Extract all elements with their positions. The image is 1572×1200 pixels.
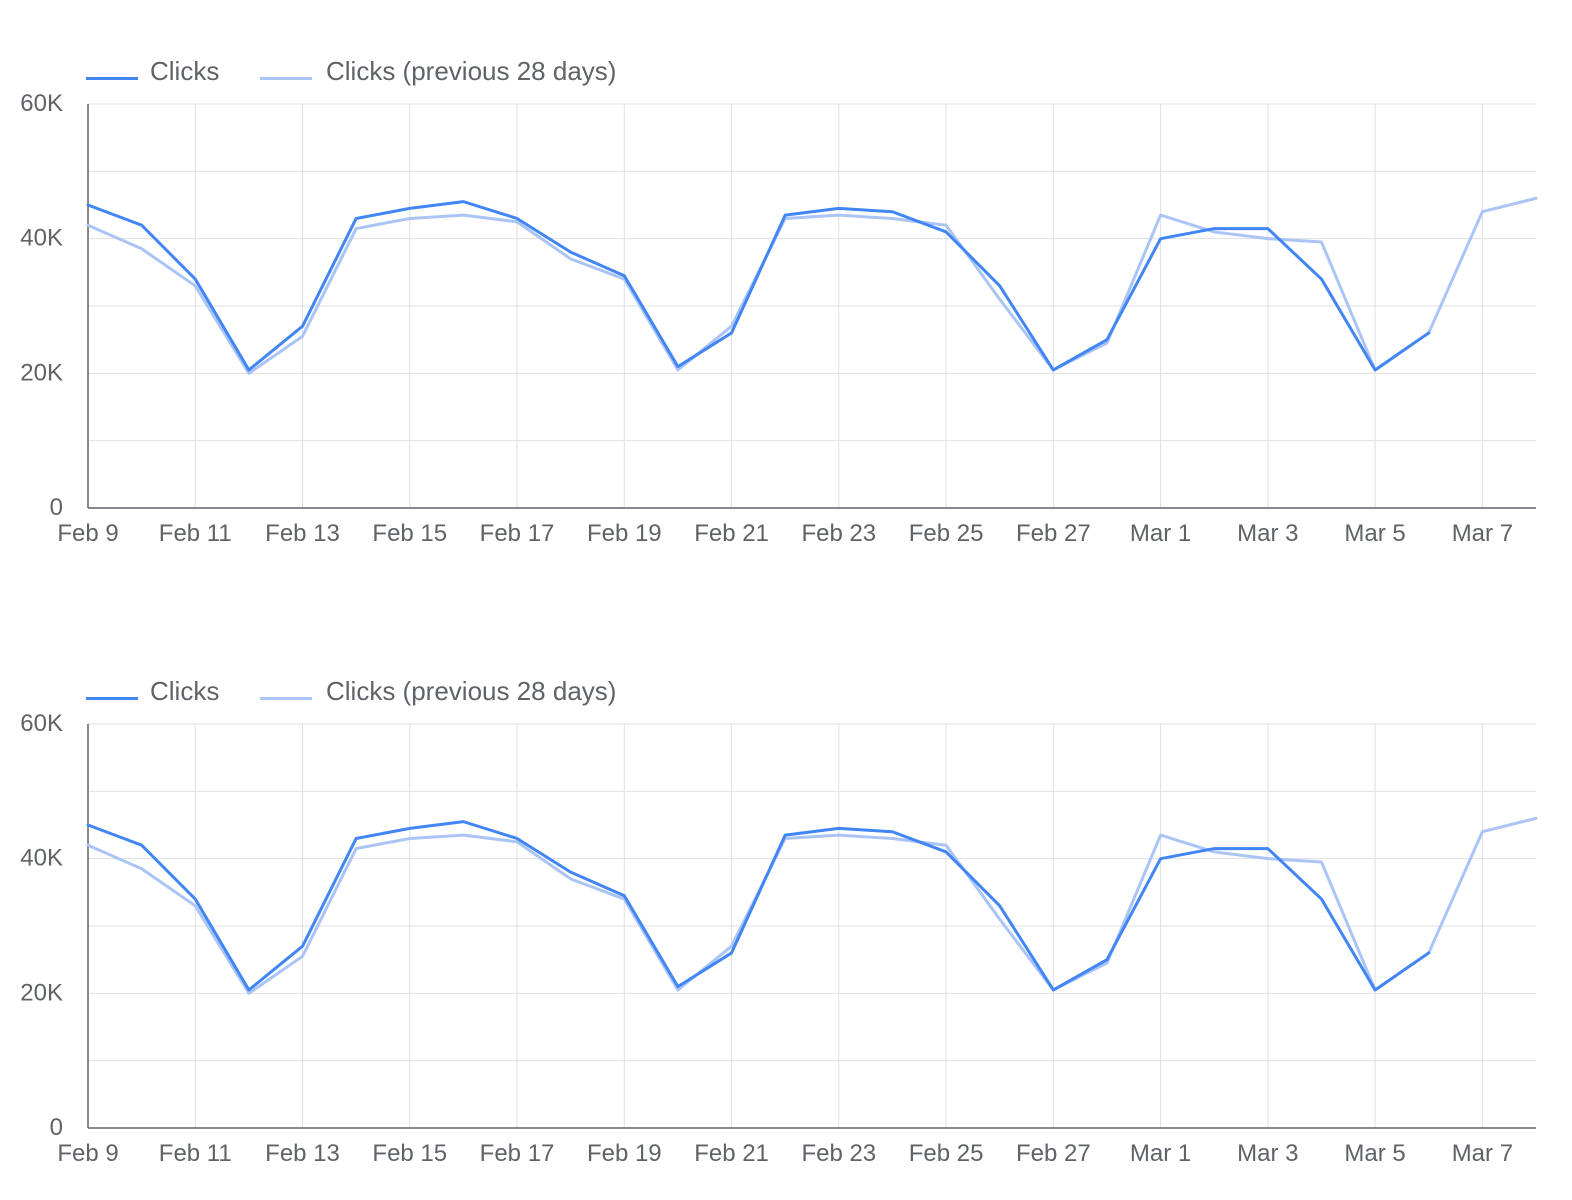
svg-text:40K: 40K [20, 845, 63, 872]
svg-text:Feb 9: Feb 9 [57, 1140, 118, 1167]
svg-text:Mar 1: Mar 1 [1130, 520, 1191, 547]
svg-text:Mar 3: Mar 3 [1237, 520, 1298, 547]
svg-text:0: 0 [50, 494, 63, 521]
svg-text:Feb 21: Feb 21 [694, 1140, 769, 1167]
svg-text:Feb 23: Feb 23 [801, 1140, 876, 1167]
svg-text:Feb 15: Feb 15 [372, 1140, 447, 1167]
svg-text:Feb 21: Feb 21 [694, 520, 769, 547]
svg-text:Feb 25: Feb 25 [909, 520, 984, 547]
svg-text:40K: 40K [20, 225, 63, 252]
svg-text:Feb 23: Feb 23 [801, 520, 876, 547]
svg-text:Mar 5: Mar 5 [1344, 520, 1405, 547]
svg-text:Mar 7: Mar 7 [1452, 520, 1513, 547]
svg-text:Feb 27: Feb 27 [1016, 520, 1091, 547]
svg-text:Feb 9: Feb 9 [57, 520, 118, 547]
svg-text:Feb 13: Feb 13 [265, 520, 340, 547]
svg-text:Feb 17: Feb 17 [480, 520, 555, 547]
svg-text:Mar 1: Mar 1 [1130, 1140, 1191, 1167]
svg-text:Feb 17: Feb 17 [480, 1140, 555, 1167]
svg-text:Feb 15: Feb 15 [372, 520, 447, 547]
svg-text:0: 0 [50, 1114, 63, 1141]
svg-text:Feb 27: Feb 27 [1016, 1140, 1091, 1167]
svg-text:Feb 25: Feb 25 [909, 1140, 984, 1167]
svg-text:20K: 20K [20, 359, 63, 386]
svg-text:Mar 3: Mar 3 [1237, 1140, 1298, 1167]
svg-text:20K: 20K [20, 979, 63, 1006]
svg-text:Feb 11: Feb 11 [159, 520, 232, 547]
svg-text:Feb 13: Feb 13 [265, 1140, 340, 1167]
svg-text:Feb 19: Feb 19 [587, 520, 662, 547]
svg-text:Mar 5: Mar 5 [1344, 1140, 1405, 1167]
svg-text:60K: 60K [20, 710, 63, 737]
svg-text:Feb 19: Feb 19 [587, 1140, 662, 1167]
svg-text:60K: 60K [20, 90, 63, 117]
svg-text:Feb 11: Feb 11 [159, 1140, 232, 1167]
svg-text:Mar 7: Mar 7 [1452, 1140, 1513, 1167]
